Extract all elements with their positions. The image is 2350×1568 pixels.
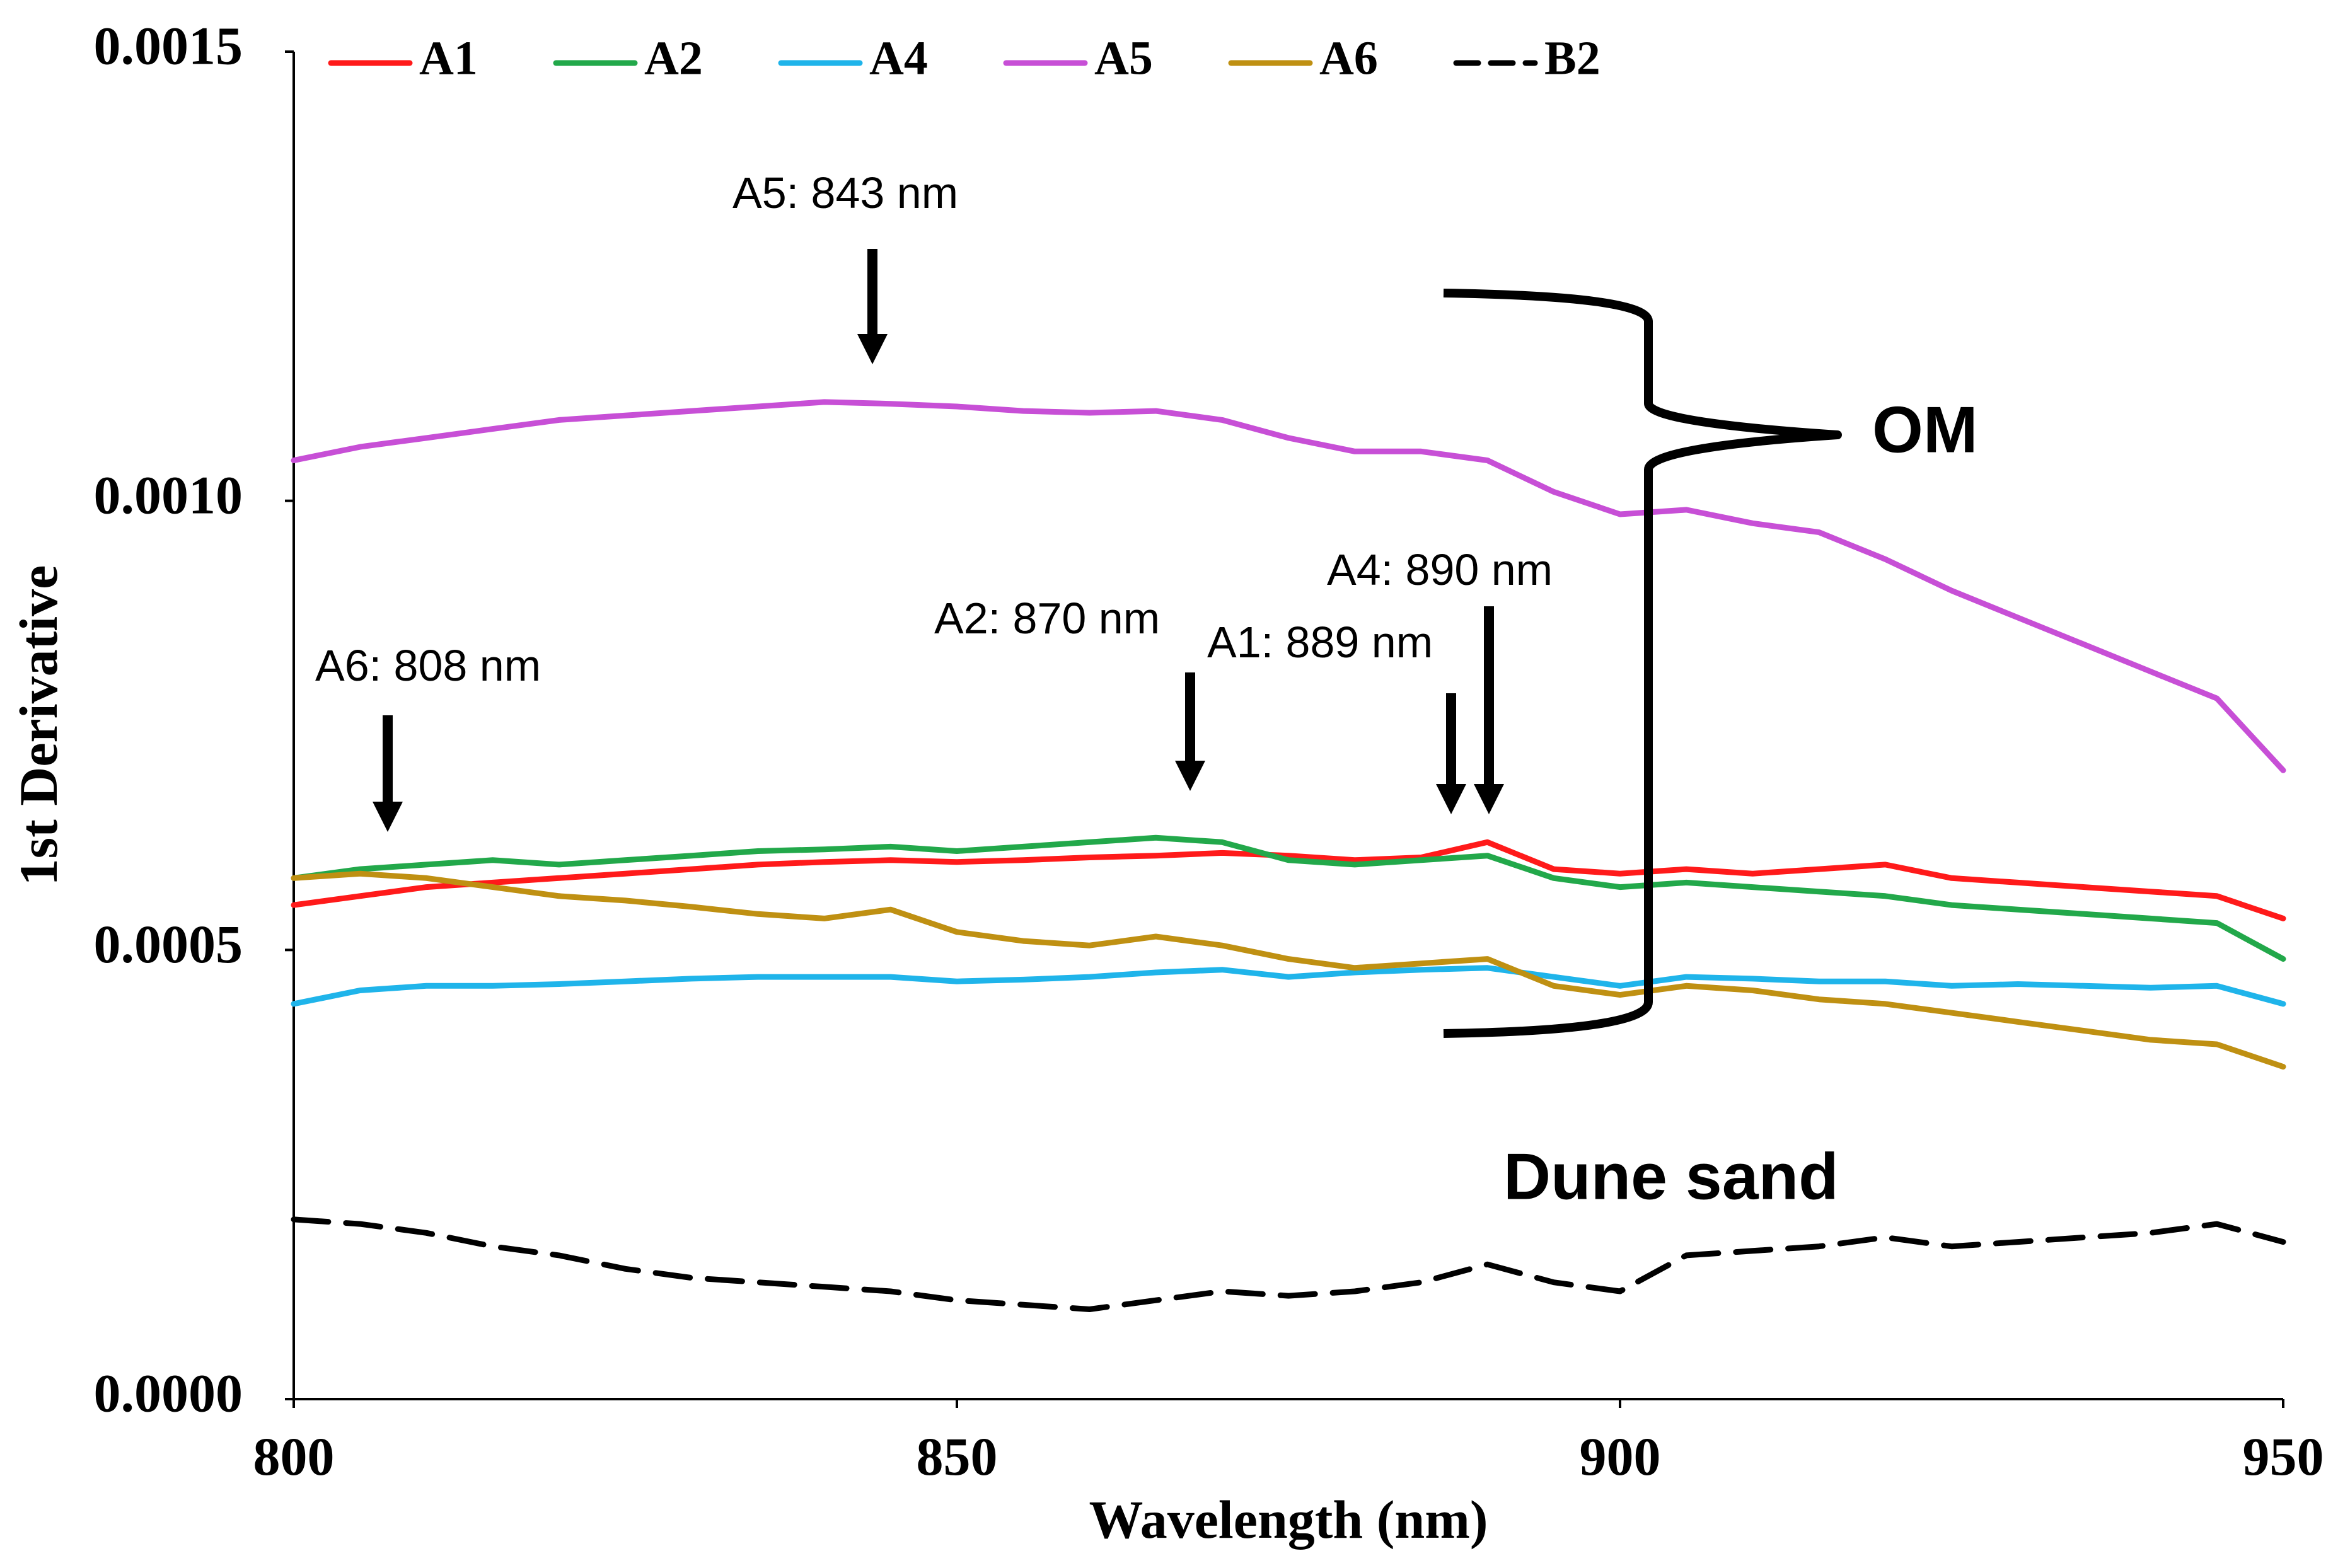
- y-tick-label: 0.0005: [94, 914, 243, 974]
- series-line-b2: [291, 1216, 2286, 1312]
- annotation-arrow-head-a6: [373, 802, 403, 832]
- annotation-arrow-head-a5: [857, 334, 888, 364]
- x-tick-label: 800: [253, 1426, 335, 1487]
- annotation-arrow-head-a4: [1474, 784, 1504, 814]
- x-tick-label: 900: [1580, 1426, 1661, 1487]
- x-tick-label: 850: [917, 1426, 998, 1487]
- y-axis-title: 1st Derivative: [8, 565, 69, 886]
- y-tick-labels: 0.0000 0.0005 0.0010 0.0015: [94, 16, 294, 1424]
- legend-label-a4: A4: [869, 32, 928, 84]
- om-brace: [1443, 289, 1842, 1038]
- annotation-label-a6: A6: 808 nm: [315, 641, 541, 690]
- series-line-a5: [291, 399, 2286, 773]
- x-tick-labels: 800 850 900 950: [253, 1399, 2324, 1487]
- annotation-label-a1: A1: 889 nm: [1207, 618, 1433, 667]
- x-tick-label: 950: [2243, 1426, 2324, 1487]
- legend-label-a5: A5: [1094, 32, 1153, 84]
- annotation-label-a2: A2: 870 nm: [934, 594, 1160, 643]
- om-label: OM: [1872, 393, 1978, 466]
- series-line-a4: [291, 965, 2286, 1007]
- legend-label-b2: B2: [1544, 32, 1600, 84]
- dune-sand-label: Dune sand: [1503, 1140, 1839, 1213]
- y-tick-label: 0.0015: [94, 16, 243, 76]
- y-tick-label: 0.0010: [94, 464, 243, 525]
- x-axis-title: Wavelength (nm): [1089, 1489, 1488, 1550]
- annotation-label-a4: A4: 890 nm: [1327, 545, 1553, 594]
- series-line-a6: [291, 870, 2286, 1070]
- y-tick-label: 0.0000: [94, 1363, 243, 1424]
- legend-label-a6: A6: [1319, 32, 1378, 84]
- legend: A1 A2 A4 A5 A6 B2: [328, 32, 1600, 84]
- legend-label-a2: A2: [644, 32, 703, 84]
- legend-label-a1: A1: [419, 32, 478, 84]
- series-line-a2: [291, 834, 2286, 962]
- series-group: [291, 399, 2286, 1312]
- annotation-arrow-head-a2: [1175, 761, 1205, 791]
- annotation-arrow-head-a1: [1436, 784, 1466, 814]
- axes: [292, 52, 2283, 1400]
- annotations: A5: 843 nm A6: 808 nm A2: 870 nm A1: 889 nm…: [315, 168, 1553, 832]
- series-line-a1: [291, 839, 2286, 921]
- annotation-label-a5: A5: 843 nm: [732, 168, 958, 217]
